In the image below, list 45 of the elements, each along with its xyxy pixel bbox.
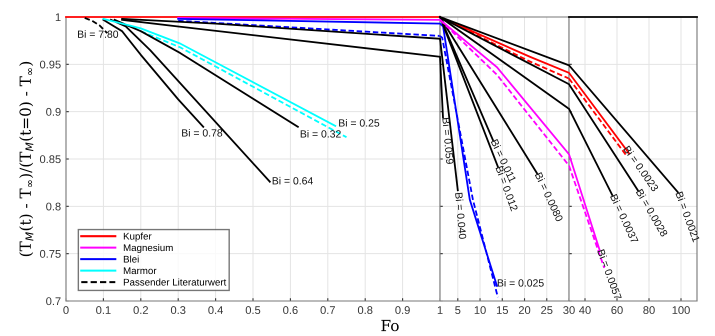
x-tick-label: 0.9 [395,306,410,314]
x-tick-label: 0.1 [96,306,111,314]
annotation: Bi = 0.025 [498,279,544,287]
x-tick-label: 0.7 [320,306,335,314]
x-tick-label: 100 [672,306,690,314]
annotation: Bi = 0.78 [182,128,222,137]
x-tick-label: 0.5 [246,306,260,314]
x-tick-label: 25 [541,306,552,314]
x-tick-label: 1 [438,306,443,314]
x-tick-label: 5 [455,306,460,314]
legend-label: Blei [124,255,139,263]
x-tick-label: 10 [474,306,486,314]
x-axis-title: Fo [381,320,399,332]
legend-label: Passender Literaturwert [124,278,226,286]
x-tick-label: 0.3 [170,306,186,314]
y-tick-label: 0.8 [46,202,61,210]
y-tick-label: 0.75 [40,250,61,258]
annotation: Bi = 0.0021 [675,191,700,242]
annotation: Bi = 0.64 [272,176,313,185]
y-tick-label: 0.95 [40,60,61,68]
x-tick-label: 40 [579,306,591,314]
legend-label: Kupfer [124,232,152,242]
text: (T$_{M}$(t) - T$_{∞}$)/(T$_{M}$(t=0) - T$_{∞}$) [19,62,34,256]
y-tick-label: 0.85 [40,155,61,164]
x-tick-label: 20 [518,306,530,314]
annotation: Bi = 0.25 [339,119,380,127]
x-tick-label: 0.6 [283,306,298,314]
x-tick-label: 0 [63,306,69,314]
legend-label: Magnesium [124,244,173,254]
annotation: Bi = 0.0057 [597,249,622,300]
x-tick-label: 0.2 [134,306,148,314]
annotation: Bi = 0.32 [300,130,341,138]
x-tick-label: 80 [643,306,655,314]
x-tick-label: 60 [611,306,623,314]
y-tick-label: 0.9 [46,108,61,116]
annotation: Bi = 0.059 [442,118,454,164]
legend-label: Marmor [124,267,156,274]
annotation: Bi = 0.040 [455,192,467,240]
y-tick-label: 1 [56,13,61,22]
x-tick-label: 30 [563,306,575,314]
x-tick-label: 0.8 [358,306,372,314]
x-tick-label: 15 [496,306,508,314]
x-tick-label: 0.4 [208,306,223,314]
y-tick-label: 0.7 [46,297,61,306]
annotation: Bi = 7.80 [78,30,118,38]
